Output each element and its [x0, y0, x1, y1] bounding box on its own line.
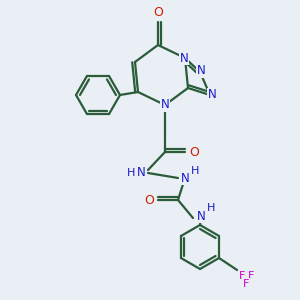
Text: H: H [191, 166, 199, 176]
Text: H: H [127, 168, 135, 178]
Text: F: F [248, 271, 254, 281]
Text: N: N [136, 167, 146, 179]
Text: O: O [153, 7, 163, 20]
Text: N: N [208, 88, 216, 101]
Text: N: N [160, 98, 169, 112]
Text: H: H [207, 203, 215, 213]
Text: N: N [181, 172, 189, 184]
Text: N: N [196, 64, 206, 77]
Text: O: O [144, 194, 154, 206]
Text: F: F [239, 271, 245, 281]
Text: F: F [243, 279, 249, 289]
Text: N: N [180, 52, 188, 64]
Text: O: O [189, 146, 199, 158]
Text: N: N [196, 209, 206, 223]
